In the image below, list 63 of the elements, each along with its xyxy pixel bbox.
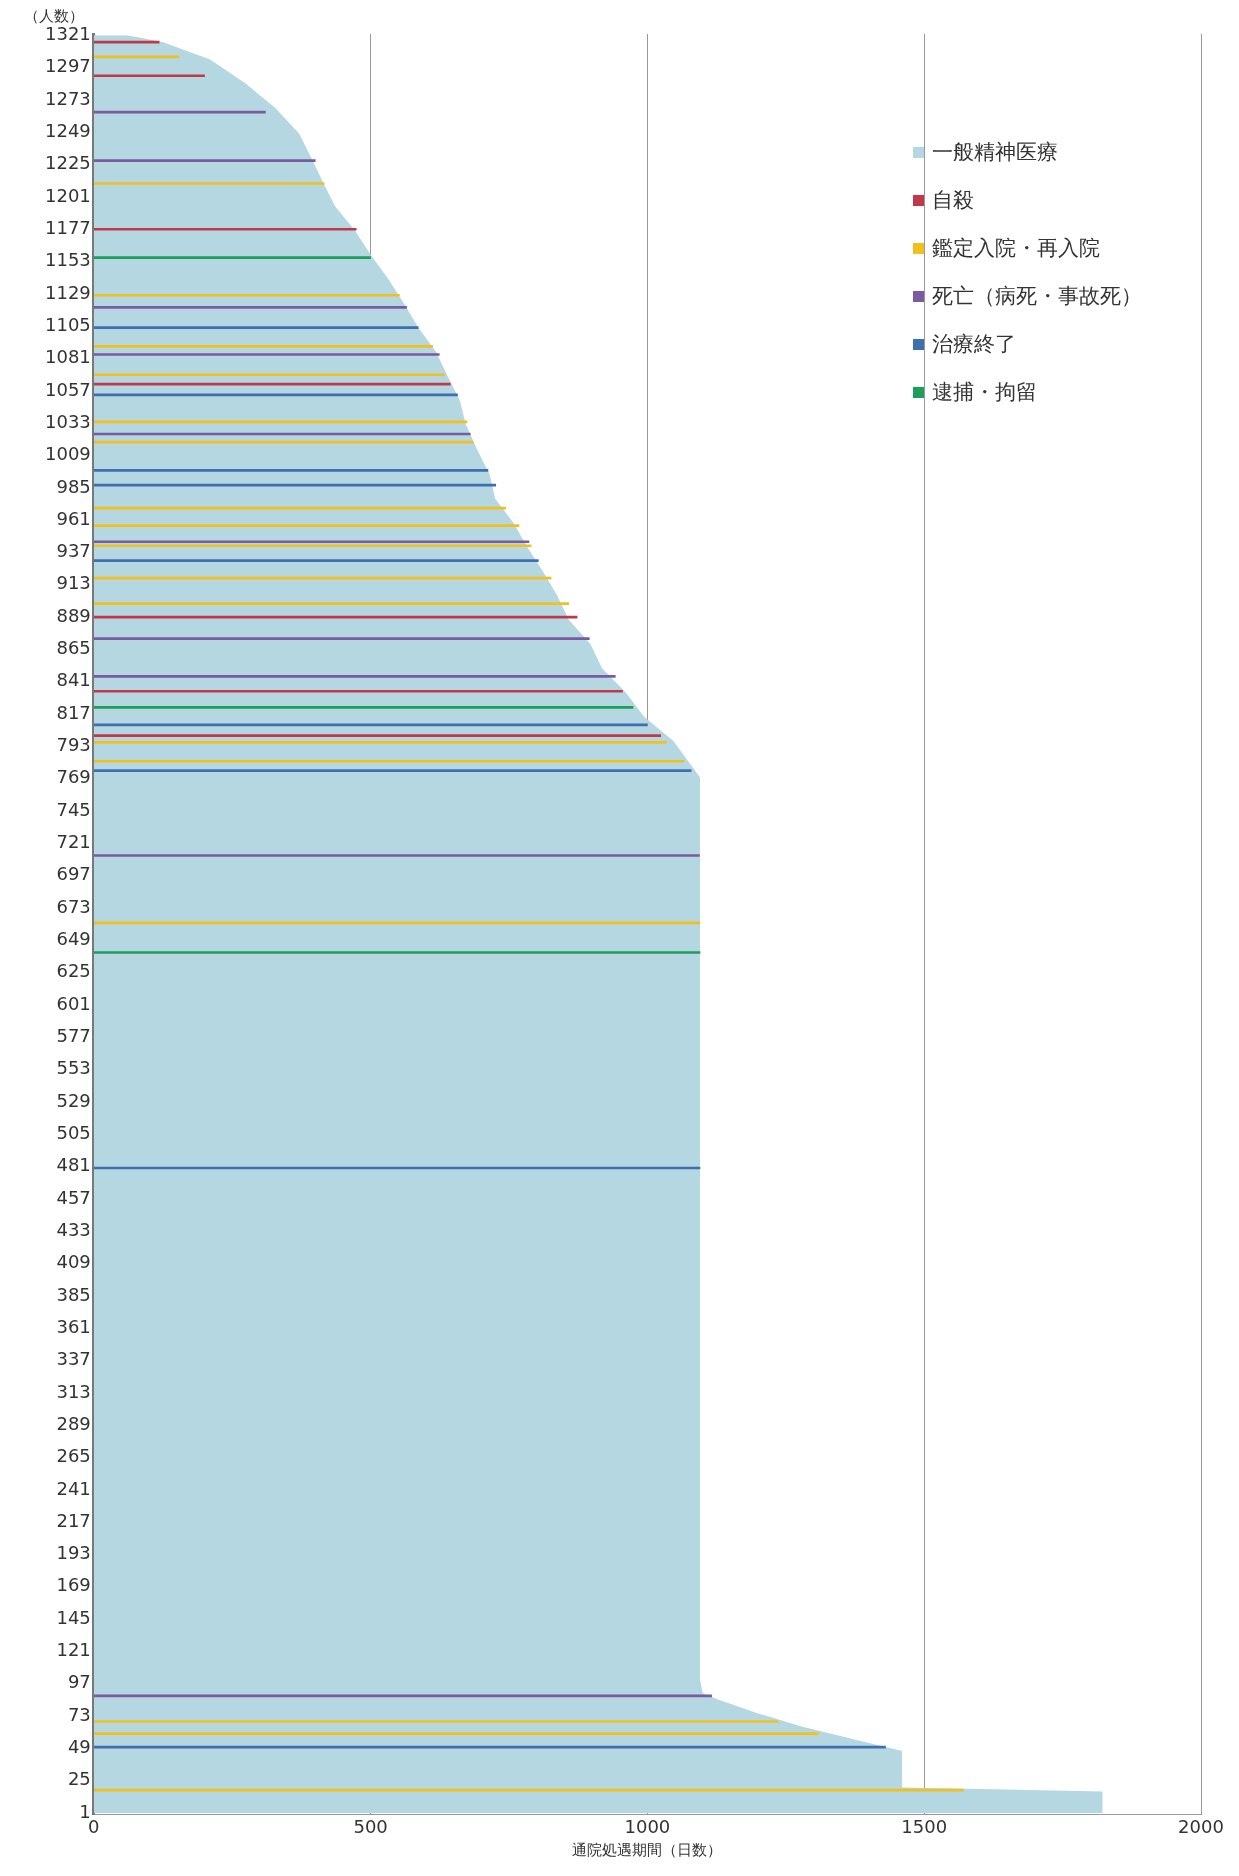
y-tick-label: 1: [79, 1800, 91, 1822]
y-tick-label: 913: [56, 572, 91, 594]
y-tick-label: 73: [67, 1703, 91, 1725]
y-tick-label: 625: [56, 960, 91, 982]
x-tick-label: 500: [353, 1815, 388, 1837]
y-tick-label: 97: [67, 1671, 91, 1693]
y-tick-label: 313: [56, 1380, 91, 1402]
y-tick-label: 985: [56, 475, 91, 497]
y-tick-label: 385: [56, 1283, 91, 1305]
y-tick-label: 1201: [45, 184, 91, 206]
y-tick-label: 1177: [45, 216, 91, 238]
y-axis-title: （人数）: [23, 7, 84, 26]
y-tick-label: 769: [56, 766, 91, 788]
y-tick-label: 721: [56, 831, 91, 853]
y-tick-label: 1225: [45, 152, 91, 174]
y-tick-label: 745: [56, 798, 91, 820]
y-tick-label: 841: [56, 669, 91, 691]
y-tick-label: 1033: [45, 410, 91, 432]
y-tick-label: 1273: [45, 87, 91, 109]
y-tick-label: 553: [56, 1057, 91, 1079]
x-tick-label: 1000: [624, 1815, 671, 1837]
y-tick-label: 1009: [45, 443, 91, 465]
y-tick-label: 1081: [45, 346, 91, 368]
y-tick-label: 817: [56, 701, 91, 723]
y-tick-label: 169: [56, 1574, 91, 1596]
y-tick-label: 649: [56, 928, 91, 950]
y-tick-label: 457: [56, 1186, 91, 1208]
x-tick-label: 0: [88, 1815, 100, 1837]
y-tick-label: 673: [56, 895, 91, 917]
x-axis-title: 通院処遇期間（日数）: [572, 1840, 723, 1859]
y-tick-label: 697: [56, 863, 91, 885]
y-tick-label: 1105: [45, 313, 91, 335]
y-tick-label: 1057: [45, 378, 91, 400]
x-tick-label: 2000: [1178, 1815, 1224, 1837]
y-tick-label: 577: [56, 1025, 91, 1046]
y-tick-label: 121: [56, 1639, 91, 1661]
y-tick-label: 217: [56, 1509, 91, 1531]
y-tick-label: 193: [56, 1542, 91, 1564]
y-tick-label: 865: [56, 637, 91, 659]
y-tick-label: 529: [56, 1089, 91, 1111]
y-tick-label: 433: [56, 1218, 91, 1240]
y-tick-label: 337: [56, 1348, 91, 1370]
y-tick-label: 889: [56, 604, 91, 626]
y-tick-label: 601: [56, 992, 91, 1014]
y-tick-label: 793: [56, 734, 91, 756]
y-tick-label: 289: [56, 1412, 91, 1434]
y-tick-label: 1153: [45, 249, 91, 271]
y-tick-label: 145: [56, 1606, 91, 1628]
y-tick-label: 241: [56, 1477, 91, 1499]
y-tick-label: 409: [56, 1251, 91, 1273]
y-tick-label: 361: [56, 1315, 91, 1337]
y-tick-label: 265: [56, 1445, 91, 1467]
y-tick-label: 1297: [45, 55, 91, 77]
y-tick-label: 25: [67, 1768, 91, 1790]
y-tick-label: 1129: [45, 281, 91, 303]
y-tick-label: 937: [56, 540, 91, 562]
y-tick-label: 1321: [45, 23, 91, 45]
y-tick-label: 1249: [45, 119, 91, 141]
y-tick-label: 49: [67, 1736, 91, 1758]
y-tick-label: 961: [56, 507, 91, 529]
x-tick-label: 1500: [901, 1815, 948, 1837]
y-tick-label: 505: [56, 1121, 91, 1143]
y-tick-label: 481: [56, 1154, 91, 1176]
